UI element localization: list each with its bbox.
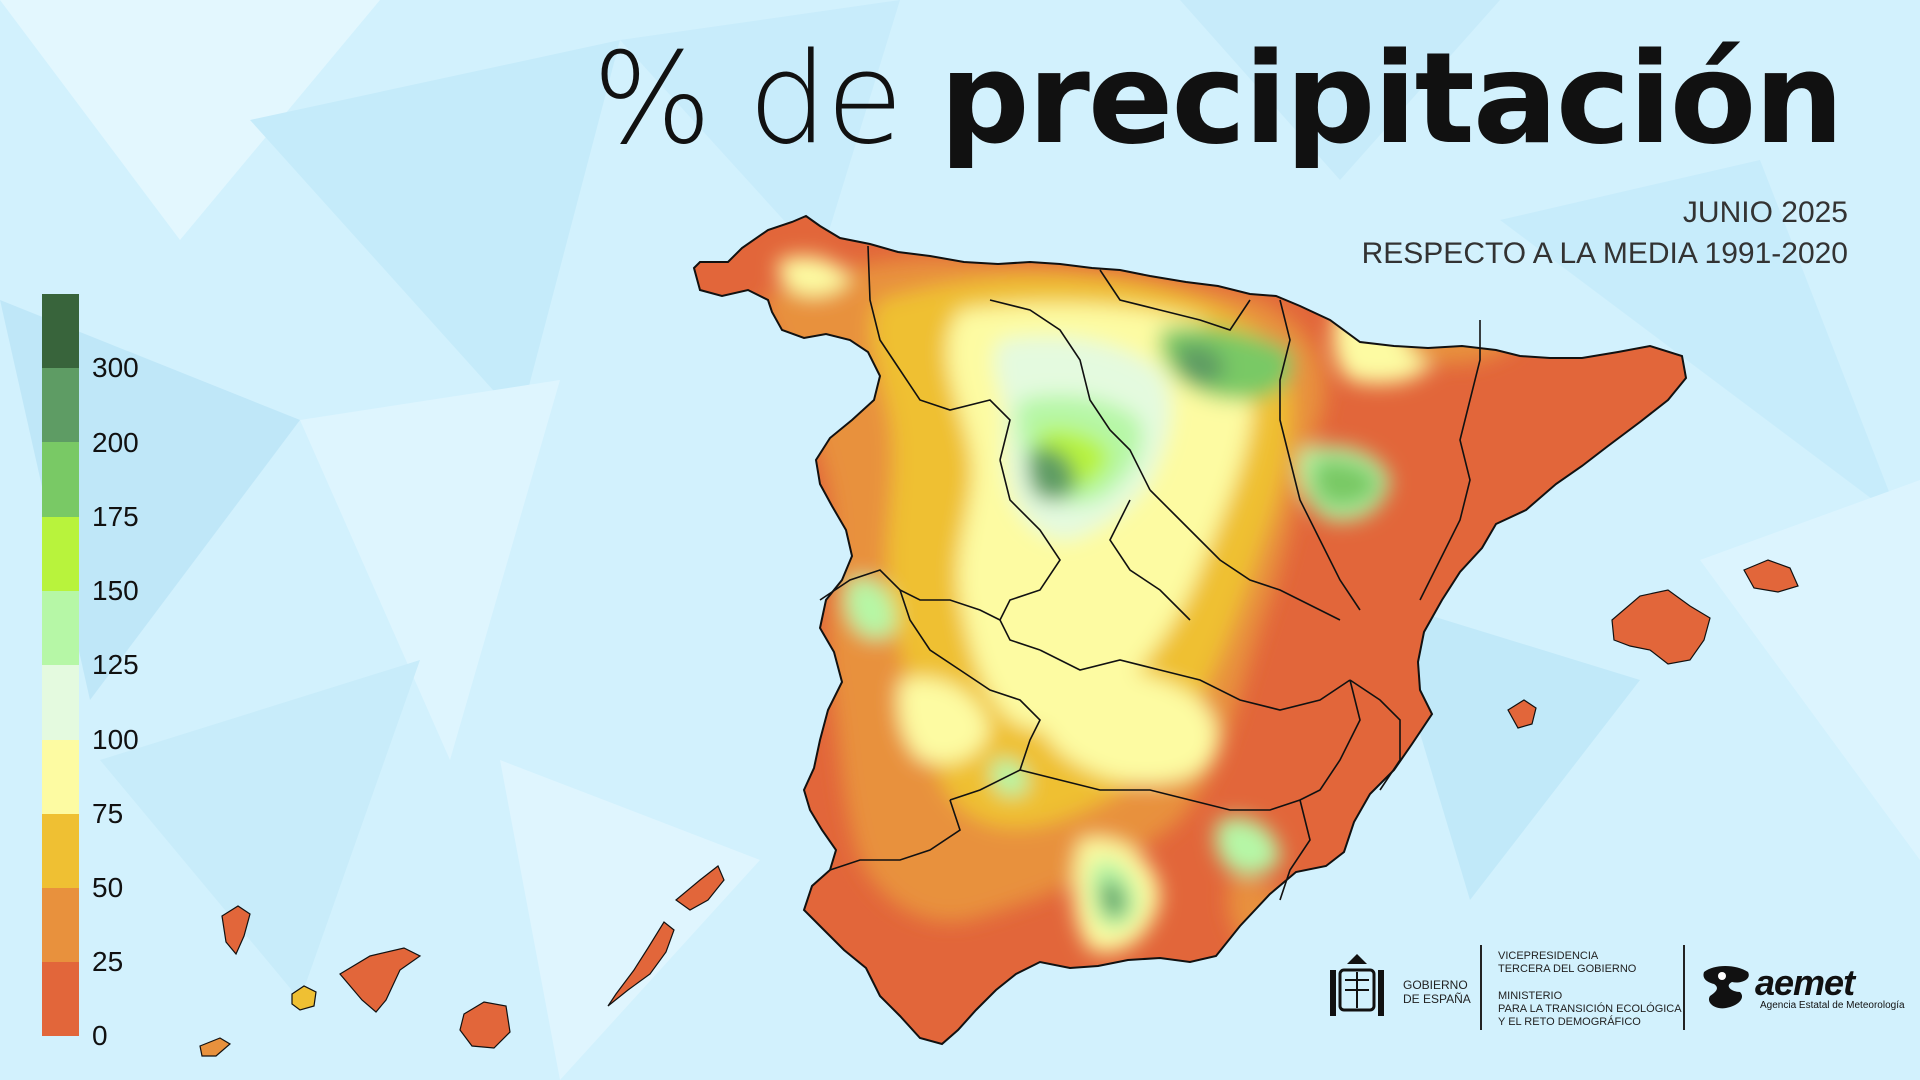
legend-colorbar (42, 294, 79, 1036)
legend-label-300: 300 (92, 352, 139, 383)
canary-islands (199, 865, 725, 1057)
legend-label-0: 0 (92, 1020, 108, 1051)
logo-separator (1480, 945, 1482, 1030)
subtitle-month: JUNIO 2025 (1682, 196, 1848, 229)
title-prefix: % de (592, 25, 903, 172)
legend-label-175: 175 (92, 501, 139, 532)
region-borders (819, 245, 1481, 901)
balearic-islands (1507, 559, 1799, 729)
legend-swatch-125-150 (42, 591, 79, 665)
logo-separator (1683, 945, 1685, 1030)
legend-swatch-300plus (42, 294, 79, 368)
gobierno-de-espana-label: GOBIERNO DE ESPAÑA (1403, 978, 1471, 1006)
legend-swatch-75-100 (42, 740, 79, 814)
legend-swatch-25-50 (42, 888, 79, 962)
legend-label-200: 200 (92, 427, 139, 458)
page-title: % de precipitación (592, 29, 1844, 169)
aemet-logo-icon (1703, 966, 1749, 1009)
legend-label-100: 100 (92, 724, 139, 755)
aemet-subtitle: Agencia Estatal de Meteorología (1760, 1000, 1905, 1011)
title-emphasis: precipitación (939, 25, 1844, 172)
vicepresidencia-label: VICEPRESIDENCIA TERCERA DEL GOBIERNO (1498, 950, 1637, 975)
legend-label-150: 150 (92, 575, 139, 606)
legend-label-125: 125 (92, 649, 139, 680)
logos-bar (1330, 954, 1384, 1016)
legend-label-50: 50 (92, 872, 124, 903)
legend-label-75: 75 (92, 798, 124, 829)
spain-outline (692, 214, 1688, 1046)
legend-label-25: 25 (92, 946, 124, 977)
legend-swatch-200-300 (42, 368, 79, 442)
legend-swatch-100-125 (42, 665, 79, 740)
ministerio-label: MINISTERIO PARA LA TRANSICIÓN ECOLÓGICA … (1498, 990, 1682, 1028)
mainland-precipitation-field (694, 216, 1686, 1044)
coat-of-arms-icon (1330, 954, 1384, 1016)
subtitle-reference: RESPECTO A LA MEDIA 1991-2020 (1361, 237, 1848, 270)
aemet-wordmark: aemet (1755, 962, 1855, 1003)
legend-swatch-50-75 (42, 814, 79, 888)
legend-swatch-175-200 (42, 442, 79, 517)
legend-swatch-150-175 (42, 517, 79, 591)
legend-swatch-0-25 (42, 962, 79, 1036)
